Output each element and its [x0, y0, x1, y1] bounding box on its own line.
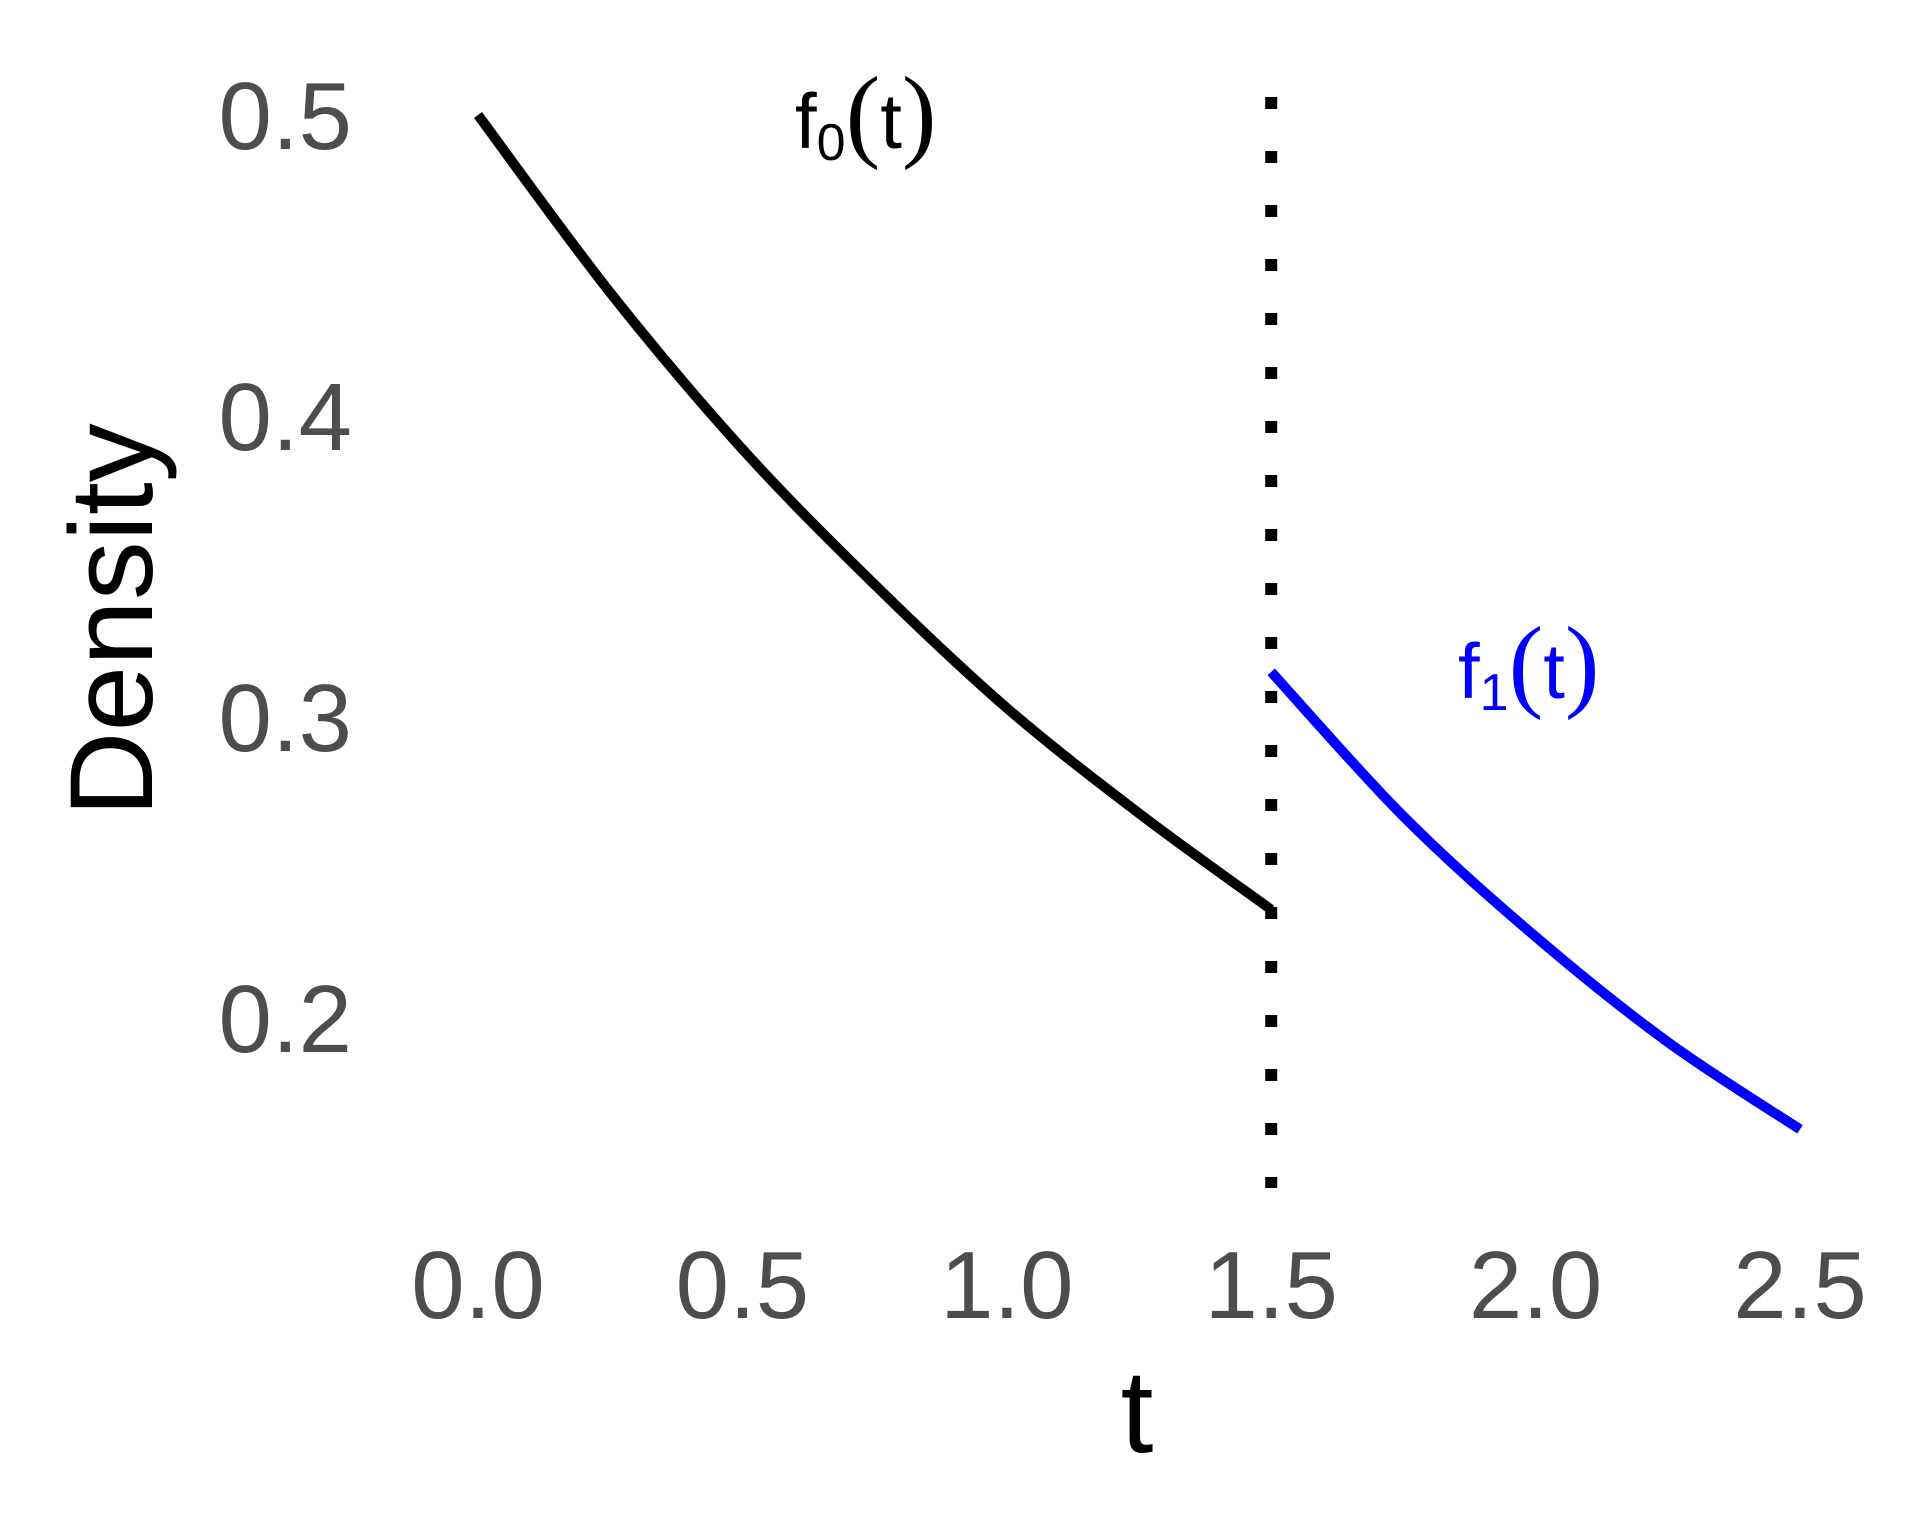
x-axis-title: t — [1121, 1346, 1154, 1478]
series-line-f0 — [473, 112, 1275, 914]
x-tick-label: 2.5 — [1733, 1232, 1866, 1339]
x-tick-label: 2.0 — [1469, 1232, 1602, 1339]
y-axis-title: Density — [46, 423, 178, 816]
series-layer — [473, 112, 1803, 1134]
f1-annotation-subscript: 1 — [1480, 664, 1509, 722]
x-tick-label: 1.5 — [1204, 1232, 1337, 1339]
y-tick-labels: 0.2 0.3 0.4 0.5 — [219, 63, 352, 1073]
f1-annotation-base: f — [1458, 627, 1480, 715]
x-tick-label: 0.0 — [411, 1232, 544, 1339]
f1-annotation: f1(t) — [1458, 606, 1600, 722]
y-tick-label: 0.3 — [219, 665, 352, 772]
y-tick-label: 0.5 — [219, 63, 352, 170]
x-tick-label: 1.0 — [940, 1232, 1073, 1339]
y-tick-label: 0.4 — [219, 364, 352, 471]
series-line-f1 — [1267, 668, 1803, 1134]
f1-annotation-arg: t — [1543, 627, 1565, 715]
f0-annotation: f0(t) — [795, 56, 937, 172]
f0-annotation-arg: t — [880, 77, 902, 165]
f0-annotation-base: f — [795, 77, 817, 165]
x-tick-label: 0.5 — [676, 1232, 809, 1339]
f0-annotation-open-paren: ( — [846, 56, 881, 171]
f0-annotation-close-paren: ) — [902, 56, 937, 171]
f0-annotation-subscript: 0 — [817, 114, 846, 172]
f1-annotation-open-paren: ( — [1509, 606, 1544, 721]
y-tick-label: 0.2 — [219, 966, 352, 1073]
x-tick-labels: 0.0 0.5 1.0 1.5 2.0 2.5 — [411, 1232, 1866, 1339]
f1-annotation-close-paren: ) — [1565, 606, 1600, 721]
